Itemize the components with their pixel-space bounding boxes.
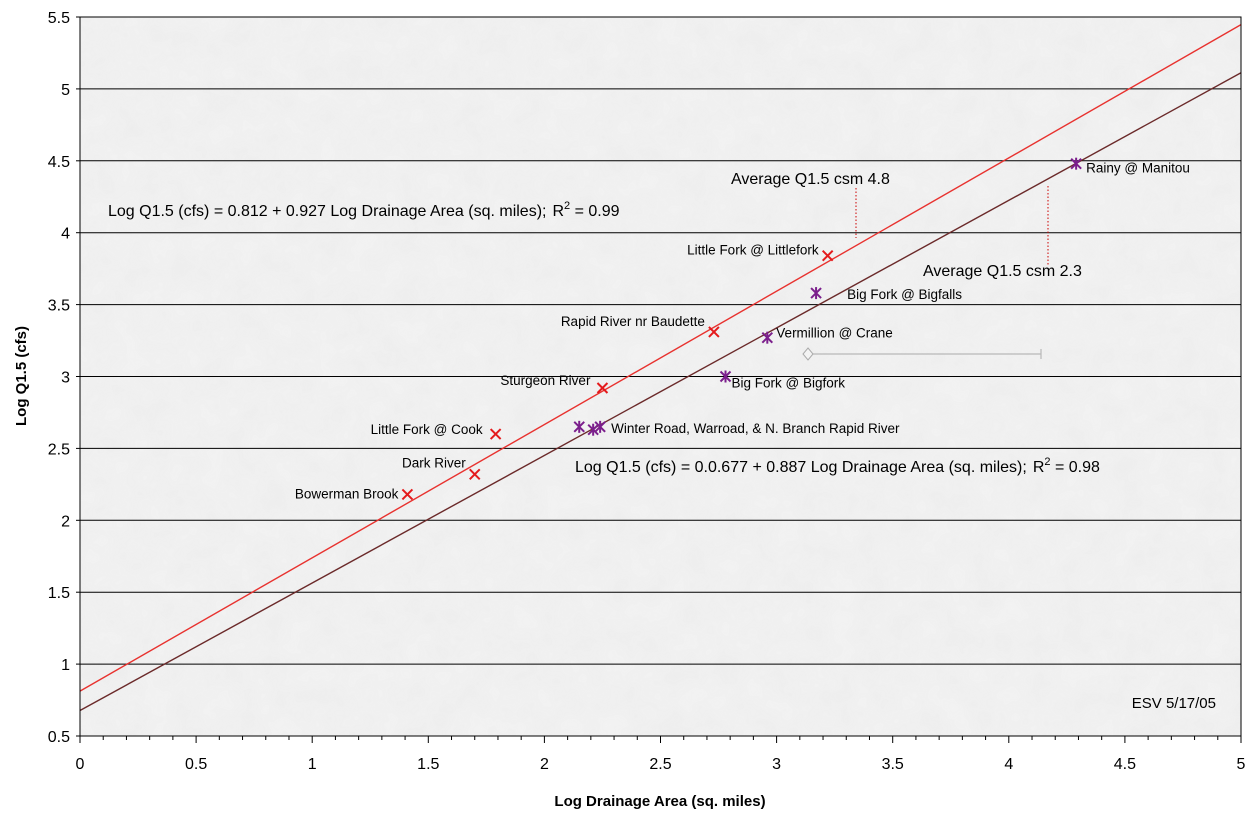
x-axis: 0 0.5 1 1.5 2 2.5 3 3.5 4 4.5 5 <box>76 736 1246 773</box>
regression-lines <box>79 24 1242 712</box>
fit-equation-dark: Log Q1.5 (cfs) = 0.0.677 + 0.887 Log Dra… <box>575 456 1100 476</box>
point-label: Little Fork @ Cook <box>371 422 483 437</box>
callout-leaders <box>855 186 1049 265</box>
point-labels: Bowerman Brook Dark River Little Fork @ Co… <box>295 161 1190 502</box>
point-label: Dark River <box>402 455 466 470</box>
point-label: Winter Road, Warroad, & N. Branch Rapid … <box>611 421 900 436</box>
x-tick-label: 4.5 <box>1114 756 1136 773</box>
x-tick-label: 2.5 <box>649 756 671 773</box>
point-label: Sturgeon River <box>500 373 591 388</box>
point-label: Rainy @ Manitou <box>1086 161 1190 176</box>
x-marker <box>401 488 414 501</box>
point-label: Little Fork @ Littlefork <box>687 243 819 258</box>
x-marker <box>489 428 502 440</box>
data-points <box>401 157 1082 501</box>
point-label: Bowerman Brook <box>295 486 399 501</box>
marker-stroke <box>596 382 609 394</box>
x-marker <box>708 326 720 338</box>
y-tick-label: 0.5 <box>48 729 70 746</box>
marker-stroke <box>489 428 502 440</box>
star-marker <box>810 287 822 300</box>
star-marker <box>1070 157 1082 170</box>
regression-line <box>79 24 1242 692</box>
y-tick-label: 4 <box>61 226 70 243</box>
x-tick-label: 3.5 <box>882 756 904 773</box>
x-tick-label: 1.5 <box>417 756 439 773</box>
x-axis-label: Log Drainage Area (sq. miles) <box>554 793 765 810</box>
point-label: Big Fork @ Bigfalls <box>847 287 962 302</box>
x-tick-label: 5 <box>1237 756 1246 773</box>
y-tick-label: 5 <box>61 82 70 99</box>
x-marker <box>469 468 481 480</box>
star-marker <box>573 420 585 433</box>
x-marker <box>821 250 834 262</box>
y-tick-label: 2.5 <box>48 441 70 458</box>
star-marker <box>719 370 732 383</box>
y-tick-label: 3 <box>61 370 70 387</box>
marker-stroke <box>401 488 414 501</box>
x-tick-label: 4 <box>1004 756 1013 773</box>
regression-line <box>79 72 1242 712</box>
y-tick-label: 4.5 <box>48 154 70 171</box>
y-tick-label: 5.5 <box>48 10 70 27</box>
point-label: Big Fork @ Bigfork <box>732 376 846 391</box>
y-axis: 0.5 1 1.5 2 2.5 3 3.5 4 4.5 5 5.5 <box>48 10 80 746</box>
x-tick-label: 1 <box>308 756 317 773</box>
date-annotation: ESV 5/17/05 <box>1132 695 1216 712</box>
y-tick-label: 1 <box>61 657 70 674</box>
x-tick-label: 0 <box>76 756 85 773</box>
point-label: Vermillion @ Crane <box>776 326 893 341</box>
marker-stroke <box>708 326 720 338</box>
x-tick-label: 3 <box>772 756 781 773</box>
star-marker <box>587 423 599 436</box>
x-tick-label: 2 <box>540 756 549 773</box>
x-marker <box>596 382 609 394</box>
point-label: Rapid River nr Baudette <box>561 314 705 329</box>
y-axis-label: Log Q1.5 (cfs) <box>13 326 30 426</box>
y-tick-label: 3.5 <box>48 298 70 315</box>
fit-equation-red: Log Q1.5 (cfs) = 0.812 + 0.927 Log Drain… <box>108 200 620 220</box>
stray-error-bar <box>802 347 1042 361</box>
x-tick-label: 0.5 <box>185 756 207 773</box>
star-marker <box>594 420 606 433</box>
marker-stroke <box>821 250 834 262</box>
callout-dark: Average Q1.5 csm 2.3 <box>923 263 1082 280</box>
y-tick-label: 1.5 <box>48 585 70 602</box>
marker-stroke <box>469 468 481 480</box>
star-marker <box>761 331 774 344</box>
y-tick-label: 2 <box>61 513 70 530</box>
callout-red: Average Q1.5 csm 4.8 <box>731 171 890 188</box>
